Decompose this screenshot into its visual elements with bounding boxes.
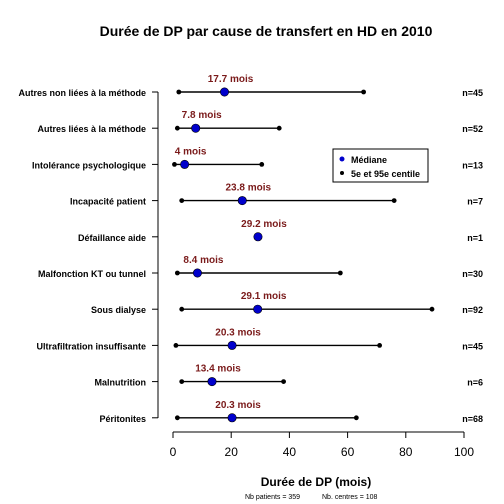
legend-percentile-marker	[340, 171, 344, 175]
x-axis-ticks: 0 20 40 60 80 100	[170, 432, 474, 459]
median-label: 7.8 mois	[182, 110, 222, 121]
category-row: Incapacité patient 23.8 mois n=7	[70, 183, 483, 207]
median-point	[191, 123, 201, 133]
category-label: Malfonction KT ou tunnel	[38, 269, 146, 279]
median-label: 29.1 mois	[241, 291, 287, 302]
p5-point	[174, 125, 180, 131]
p95-point	[259, 162, 265, 167]
category-label: Autres liées à la méthode	[37, 124, 146, 134]
chart-title: Durée de DP par cause de transfert en HD…	[100, 23, 433, 39]
category-row: Défaillance aide 29.2 mois n=1	[78, 219, 483, 243]
median-point	[237, 196, 247, 206]
x-tick-label: 100	[454, 445, 474, 459]
p5-point	[173, 343, 179, 348]
median-point	[227, 413, 237, 423]
median-label: 23.8 mois	[225, 183, 271, 194]
p5-point	[179, 379, 185, 384]
x-tick-label: 60	[341, 445, 355, 459]
p95-point	[429, 306, 435, 312]
median-point	[207, 377, 217, 387]
category-label: Malnutrition	[95, 378, 147, 388]
p5-point	[176, 89, 182, 95]
count-label: n=45	[462, 88, 483, 98]
p95-point	[353, 415, 359, 421]
footer-patients: Nb patients = 359	[245, 494, 300, 501]
p5-point	[172, 162, 177, 167]
x-tick-label: 20	[225, 445, 239, 459]
legend-median-label: Médiane	[351, 155, 387, 165]
category-label: Péritonites	[99, 414, 146, 424]
p5-point	[174, 270, 180, 276]
category-label: Autres non liées à la méthode	[18, 88, 146, 98]
median-label: 17.7 mois	[208, 74, 254, 85]
count-label: n=45	[462, 341, 483, 351]
category-row: Ultrafiltration insuffisante 20.3 mois n=4…	[36, 327, 483, 351]
x-tick-label: 80	[399, 445, 413, 459]
count-label: n=1	[467, 233, 483, 243]
x-tick-label: 0	[170, 445, 177, 459]
legend: Médiane 5e et 95e centile	[332, 148, 429, 183]
legend-median-marker	[339, 156, 345, 162]
p5-point	[179, 306, 185, 312]
category-row: Malnutrition 13.4 mois n=6	[95, 364, 484, 388]
median-label: 20.3 mois	[215, 327, 261, 338]
p5-point	[179, 198, 185, 204]
category-label: Ultrafiltration insuffisante	[36, 341, 146, 351]
median-label: 20.3 mois	[215, 400, 261, 411]
count-label: n=52	[462, 124, 483, 134]
x-tick-label: 40	[283, 445, 297, 459]
chart-rows: Autres non liées à la méthode 17.7 mois n=…	[18, 74, 483, 424]
category-label: Incapacité patient	[70, 197, 146, 207]
count-label: n=68	[462, 414, 483, 424]
p95-point	[281, 379, 286, 384]
count-label: n=92	[462, 305, 483, 315]
count-label: n=30	[462, 269, 483, 279]
p95-point	[337, 270, 343, 276]
median-label: 8.4 mois	[183, 255, 223, 266]
p5-point	[174, 415, 180, 421]
p95-point	[377, 343, 383, 348]
median-point	[227, 340, 237, 350]
category-row: Autres non liées à la méthode 17.7 mois n=…	[18, 74, 483, 98]
p95-point	[276, 125, 282, 131]
median-point	[192, 268, 202, 278]
count-label: n=6	[467, 378, 483, 388]
category-label: Intolérance psychologique	[32, 160, 146, 170]
legend-percentile-label: 5e et 95e centile	[351, 169, 420, 179]
x-axis-label: Durée de DP (mois)	[261, 475, 371, 489]
median-point	[253, 304, 263, 314]
category-row: Malfonction KT ou tunnel 8.4 mois n=30	[38, 255, 483, 279]
category-row: Intolérance psychologique 4 mois n=13	[32, 146, 483, 170]
median-label: 13.4 mois	[195, 364, 241, 375]
y-axis-ticks	[152, 91, 158, 419]
count-label: n=13	[462, 160, 483, 170]
p95-point	[361, 89, 367, 95]
category-row: Autres liées à la méthode 7.8 mois n=52	[37, 110, 483, 134]
median-point	[220, 87, 230, 97]
category-label: Sous dialyse	[91, 305, 146, 315]
category-row: Sous dialyse 29.1 mois n=92	[91, 291, 483, 315]
median-point	[253, 232, 263, 242]
p95-point	[391, 198, 397, 204]
median-label: 29.2 mois	[241, 219, 287, 230]
category-row: Péritonites 20.3 mois n=68	[99, 400, 483, 424]
footer-centres: Nb. centres = 108	[322, 494, 378, 501]
legend-box	[332, 148, 429, 183]
count-label: n=7	[467, 197, 483, 207]
category-label: Défaillance aide	[78, 233, 146, 243]
median-point	[180, 159, 190, 169]
median-label: 4 mois	[175, 146, 207, 157]
